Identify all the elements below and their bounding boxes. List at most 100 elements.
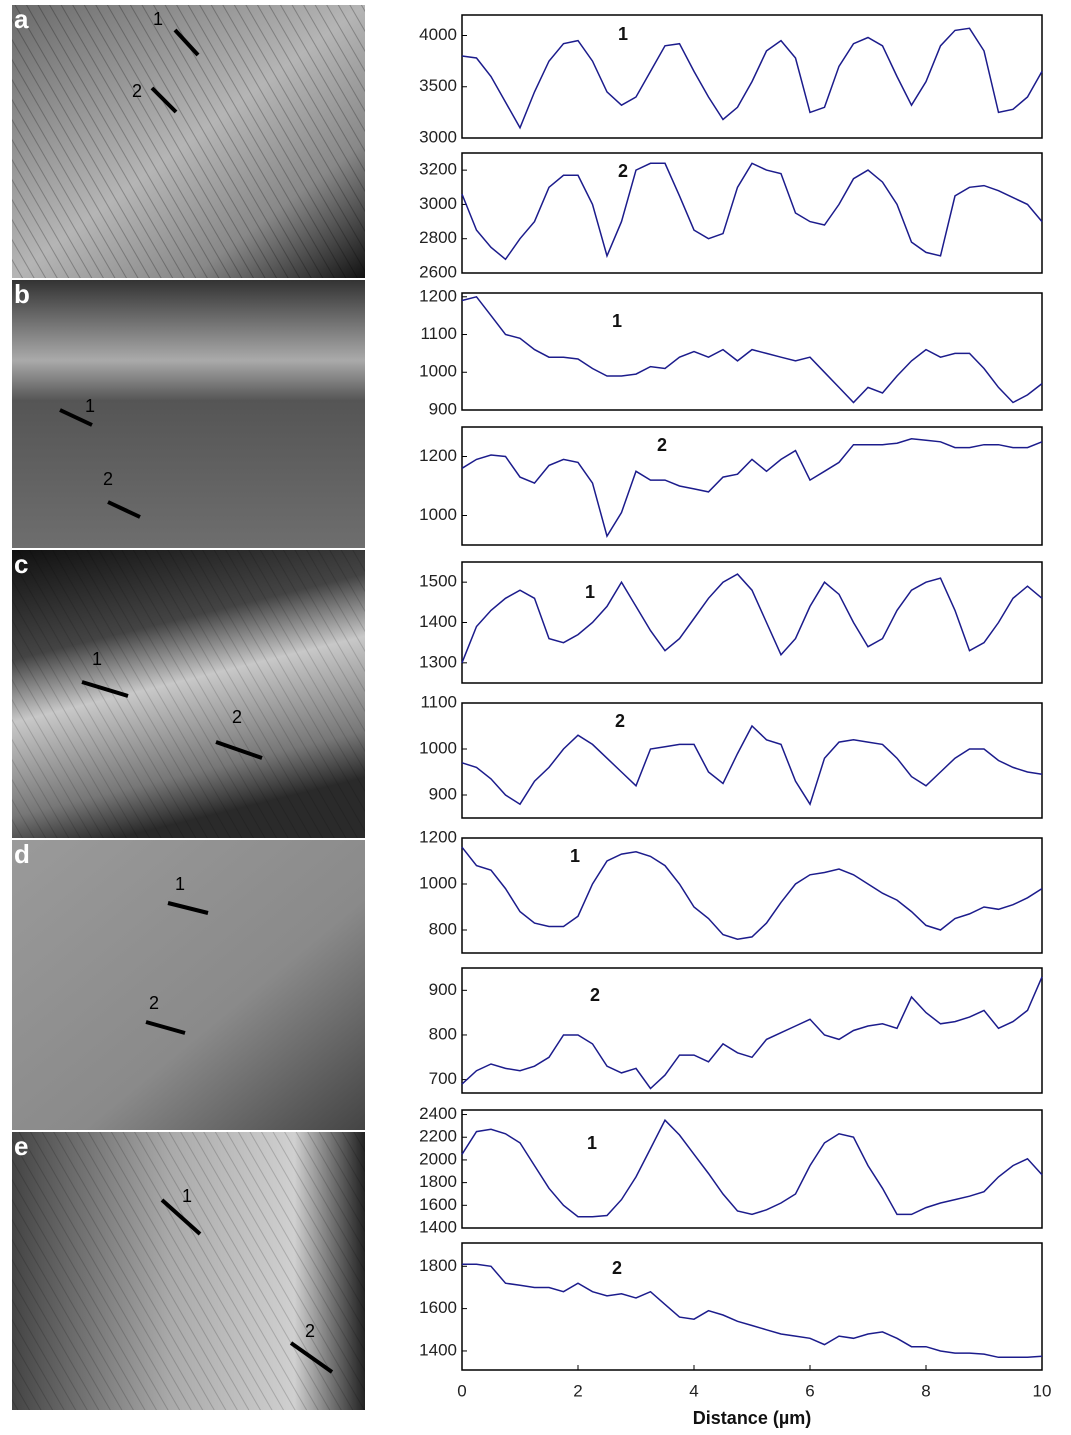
y-tick-label: 1800 [419, 1172, 457, 1191]
micrograph-d [12, 840, 365, 1130]
y-tick-label: 1000 [419, 362, 457, 381]
profile-line [145, 1020, 186, 1035]
y-tick-label: 2400 [419, 1104, 457, 1123]
plot-frame [461, 152, 1043, 274]
y-tick-label: 700 [429, 1069, 457, 1088]
plot-frame [461, 967, 1043, 1094]
y-tick-label: 2600 [419, 262, 457, 281]
plot-frame [461, 1242, 1043, 1371]
y-tick-label: 1600 [419, 1298, 457, 1317]
profile-label: 1 [85, 396, 95, 416]
profile-label: 1 [92, 649, 102, 669]
y-tick-label: 2200 [419, 1127, 457, 1146]
y-tick-label: 1200 [419, 827, 457, 846]
line [461, 846, 1043, 940]
line [461, 162, 1043, 261]
profile-label: 1 [182, 1186, 192, 1206]
plot-frame [461, 561, 1043, 684]
profile-label: 1 [153, 9, 163, 29]
y-tick-label: 1200 [419, 446, 457, 465]
y-tick-label: 3000 [419, 127, 457, 146]
profile-line [150, 86, 178, 114]
line [461, 295, 1043, 404]
x-tick-label: 2 [573, 1381, 582, 1400]
line [461, 573, 1043, 664]
x-tick-label: 6 [805, 1381, 814, 1400]
profile-label: 2 [103, 469, 113, 489]
line [462, 1263, 1043, 1359]
profile-line [167, 901, 209, 915]
y-tick-label: 1000 [419, 873, 457, 892]
x-tick-label: 4 [689, 1381, 698, 1400]
y-tick-label: 1300 [419, 652, 457, 671]
line [461, 724, 1043, 806]
line [461, 976, 1043, 1090]
profile-line [289, 1341, 334, 1374]
series-label: 1 [612, 311, 622, 331]
y-tick-label: 1400 [419, 1340, 457, 1359]
plot-frame [461, 292, 1043, 411]
y-tick-label: 1800 [419, 1256, 457, 1275]
y-tick-label: 3200 [419, 160, 457, 179]
y-tick-label: 2000 [419, 1149, 457, 1168]
series-label: 1 [587, 1133, 597, 1153]
series-label: 2 [615, 711, 625, 731]
profile-line [160, 1198, 202, 1236]
x-axis-label: Distance (µm) [693, 1408, 811, 1428]
panel-letter: b [14, 279, 30, 309]
profile-line [81, 680, 129, 698]
y-tick-label: 4000 [419, 25, 457, 44]
plot-frame [461, 837, 1043, 954]
profile-label: 2 [132, 81, 142, 101]
y-tick-label: 2800 [419, 228, 457, 247]
y-tick-label: 1200 [419, 286, 457, 305]
plot-frame [461, 426, 1043, 546]
profile-line [107, 500, 141, 519]
texture [12, 5, 365, 278]
y-tick-label: 3500 [419, 76, 457, 95]
profile-label: 2 [149, 993, 159, 1013]
y-tick-label: 900 [429, 980, 457, 999]
profile-line [215, 740, 263, 760]
line [461, 27, 1043, 130]
y-tick-label: 1400 [419, 1217, 457, 1236]
plot-frame [461, 702, 1043, 819]
micrographs [12, 5, 365, 1410]
texture [12, 1132, 365, 1410]
y-tick-label: 1600 [419, 1195, 457, 1214]
profile-label: 1 [175, 874, 185, 894]
texture [12, 550, 365, 838]
x-tick-label: 8 [921, 1381, 930, 1400]
series-label: 1 [618, 24, 628, 44]
y-tick-label: 800 [429, 919, 457, 938]
x-tick-label: 10 [1033, 1381, 1052, 1400]
y-tick-label: 900 [429, 399, 457, 418]
y-tick-label: 900 [429, 784, 457, 803]
profile-label: 2 [232, 707, 242, 727]
series-label: 2 [618, 161, 628, 181]
panel-letter: d [14, 839, 30, 869]
plot-frame [461, 14, 1043, 139]
line [461, 438, 1043, 538]
series-label: 2 [657, 435, 667, 455]
x-tick-label: 0 [457, 1381, 466, 1400]
profile-label: 2 [305, 1321, 315, 1341]
series-label: 2 [590, 985, 600, 1005]
plot-frame [461, 1109, 1043, 1229]
profile-line [59, 408, 93, 427]
panel-letter: e [14, 1131, 28, 1161]
y-tick-label: 1500 [419, 572, 457, 591]
y-tick-label: 1100 [420, 324, 457, 343]
y-tick-label: 3000 [419, 194, 457, 213]
y-tick-label: 1000 [419, 505, 457, 524]
profile-line [173, 28, 200, 57]
y-tick-label: 1100 [420, 692, 457, 711]
y-tick-label: 1400 [419, 612, 457, 631]
y-tick-label: 1000 [419, 738, 457, 757]
panel-letter: a [14, 4, 29, 34]
series-label: 1 [585, 582, 595, 602]
panel-letter: c [14, 549, 28, 579]
series-label: 2 [612, 1258, 622, 1278]
y-tick-label: 800 [429, 1024, 457, 1043]
